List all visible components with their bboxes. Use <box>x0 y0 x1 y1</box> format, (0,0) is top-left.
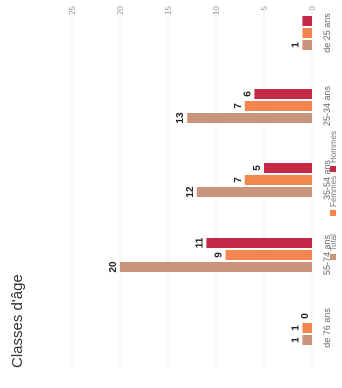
bar-value-label: 6 <box>242 91 253 97</box>
tick-label: 20 <box>116 5 125 14</box>
category-label: 25-34 ans <box>322 85 332 126</box>
bar <box>225 250 313 260</box>
bar-value-label: 1 <box>290 325 301 331</box>
bar <box>244 101 312 111</box>
bar-value-label: 12 <box>185 186 196 198</box>
bar <box>302 16 312 26</box>
legend-label: Femmes <box>329 176 338 207</box>
bar-value-label: 9 <box>214 252 225 258</box>
legend-swatch <box>330 166 336 172</box>
gridlines <box>71 3 313 368</box>
bar <box>302 323 312 333</box>
tick-label: 25 <box>68 5 77 14</box>
bar-value-label: 20 <box>108 261 119 273</box>
chart-title: Classes d'âge <box>9 274 26 368</box>
bar-value-label: 7 <box>233 103 244 109</box>
bar <box>264 163 312 173</box>
bar <box>196 187 312 197</box>
bar <box>187 113 312 123</box>
bar <box>254 89 312 99</box>
category-label: 35-54 ans <box>322 159 332 200</box>
bar-value-label: 1 <box>290 42 301 48</box>
legend-label: Hommes <box>329 131 338 163</box>
bar <box>120 262 312 272</box>
legend: Total Femmes Hommes <box>329 131 338 260</box>
legend-swatch <box>330 254 336 260</box>
bar-value-label: 5 <box>252 165 263 171</box>
bar <box>302 335 312 345</box>
tick-label: 15 <box>164 5 173 14</box>
category-label: de 25 ans <box>322 13 332 53</box>
tick-label: 10 <box>212 5 221 14</box>
tick-label: 0 <box>308 5 317 10</box>
tick-label: 5 <box>260 5 269 10</box>
bars <box>120 16 313 345</box>
bar-value-label: 11 <box>194 237 205 248</box>
bar-value-label: 13 <box>175 112 186 124</box>
tick-labels: 0 5 10 15 20 25 <box>68 5 317 14</box>
category-label: 55-74 ans <box>322 234 332 275</box>
bar <box>206 238 312 248</box>
bar-value-label: 7 <box>233 177 244 183</box>
bar <box>302 28 312 38</box>
bar-value-label: 0 <box>300 313 311 319</box>
legend-label: Total <box>329 234 338 251</box>
legend-swatch <box>330 210 336 216</box>
bar <box>244 175 312 185</box>
category-label: de 76 ans <box>322 308 332 348</box>
bar <box>302 40 312 50</box>
bar-value-label: 1 <box>290 337 301 343</box>
category-labels: de 76 ans 55-74 ans 35-54 ans 25-34 ans de 2… <box>322 13 332 348</box>
